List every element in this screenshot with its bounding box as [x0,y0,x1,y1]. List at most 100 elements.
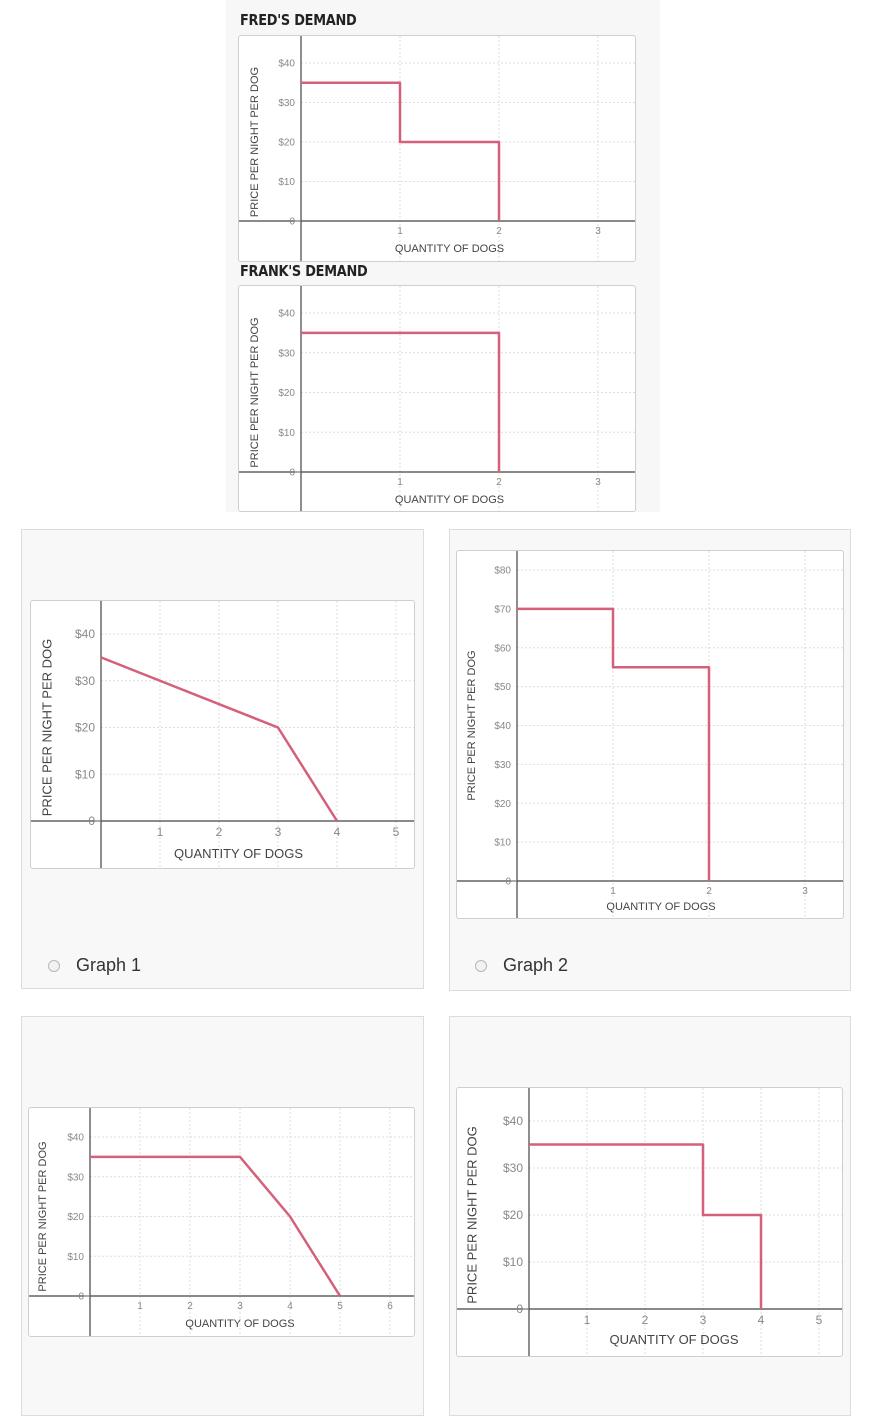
demand-curve [301,331,501,472]
fred-svg: 0 $10 $20 $30 $40 1 2 3 QUANTITY OF DOGS PRICE PE… [239,36,635,261]
x-tick-label: 3 [595,226,601,237]
demand-curve [301,81,501,221]
x-tick-label: 4 [287,1301,293,1312]
y-tick-label: $20 [278,388,295,399]
y-tick-label: $20 [67,1212,84,1223]
y-tick-label: $20 [278,138,295,149]
grid [529,1088,842,1356]
graph-3-chart: 0 $10 $20 $30 $40 1 2 3 4 5 6 QUANTITY OF DOGS PRICE… [28,1107,415,1337]
x-tick-label: 2 [496,477,502,488]
y-tick-label: $20 [75,721,95,735]
x-tick-label: 3 [802,886,808,897]
graph2-svg: 0 $10 $20 $30 $40 $50 $60 $70 $80 1 2 3 QUANTITY OF … [457,551,843,918]
x-tick-label: 1 [157,825,164,839]
demand-curve [517,607,711,881]
y-tick-label: $40 [278,309,295,320]
x-tick-label: 1 [584,1313,591,1327]
graph-2-radio[interactable] [475,959,487,972]
y-tick-label: $20 [494,799,511,810]
x-tick-label: 5 [337,1301,343,1312]
y-tick-label: 0 [78,1292,84,1303]
x-tick-label: 1 [137,1301,143,1312]
y-tick-label: 0 [289,468,295,479]
x-tick-label: 3 [595,477,601,488]
x-axis-label: QUANTITY OF DOGS [174,846,303,861]
option-graph-2[interactable]: Graph 2 [475,955,568,976]
x-tick-label: 2 [216,825,223,839]
x-tick-label: 5 [816,1313,823,1327]
y-tick-label: $10 [278,177,295,188]
y-tick-label: $30 [278,348,295,359]
x-axis-label: QUANTITY OF DOGS [609,1332,738,1347]
y-axis-label: PRICE PER NIGHT PER DOG [39,639,54,816]
y-tick-label: 0 [505,877,511,888]
grid [301,286,635,511]
y-tick-label: $60 [494,643,511,654]
x-tick-label: 6 [387,1301,393,1312]
y-axis-label: PRICE PER NIGHT PER DOG [466,650,478,800]
y-tick-label: $30 [494,760,511,771]
x-tick-label: 4 [334,825,341,839]
y-tick-label: $30 [278,98,295,109]
y-tick-label: $80 [494,566,511,577]
y-tick-label: $30 [503,1161,523,1175]
x-tick-label: 2 [496,226,502,237]
grid [517,551,843,918]
frank-svg: 0 $10 $20 $30 $40 1 2 3 QUANTITY OF DOGS PRICE PE… [239,286,635,511]
graph-1-radio[interactable] [48,959,60,972]
fred-demand-chart: 0 $10 $20 $30 $40 1 2 3 QUANTITY OF DOGS PRICE PE… [238,35,636,262]
y-tick-label: $50 [494,682,511,693]
y-axis-label: PRICE PER NIGHT PER DOG [249,67,261,217]
y-tick-label: $10 [503,1255,523,1269]
x-tick-label: 5 [393,825,400,839]
y-tick-label: $40 [67,1133,84,1144]
demand-curve [90,1155,342,1297]
fred-demand-heading: FRED'S DEMAND [240,11,357,29]
x-tick-label: 3 [275,825,282,839]
y-tick-label: $10 [278,428,295,439]
y-tick-label: $30 [67,1172,84,1183]
x-tick-label: 3 [237,1301,243,1312]
y-tick-label: $40 [278,59,295,70]
y-tick-label: $10 [494,838,511,849]
graph-2-chart: 0 $10 $20 $30 $40 $50 $60 $70 $80 1 2 3 QUANTITY OF … [456,550,844,919]
demand-curve [529,1143,763,1309]
y-tick-label: $40 [75,627,95,641]
x-tick-label: 4 [758,1313,765,1327]
grid [90,1108,414,1336]
y-tick-label: 0 [289,217,295,228]
y-tick-label: $30 [75,674,95,688]
y-tick-label: $20 [503,1208,523,1222]
y-axis-label: PRICE PER NIGHT PER DOG [464,1126,479,1303]
graph-2-label: Graph 2 [503,955,569,975]
x-axis-label: QUANTITY OF DOGS [395,243,504,255]
y-tick-label: $10 [67,1252,84,1263]
graph3-svg: 0 $10 $20 $30 $40 1 2 3 4 5 6 QUANTITY OF DOGS PRICE… [29,1108,414,1336]
y-tick-label: $40 [503,1114,523,1128]
graph-1-chart: 0 $10 $20 $30 $40 1 2 3 4 5 QUANTITY OF DOGS PRICE … [30,600,415,869]
graph4-svg: 0 $10 $20 $30 $40 1 2 3 4 5 QUANTITY OF DOGS PRICE … [457,1088,842,1356]
x-tick-label: 2 [642,1313,649,1327]
demand-curve [100,656,339,822]
x-tick-label: 1 [610,886,616,897]
y-tick-label: $10 [75,767,95,781]
x-tick-label: 1 [397,226,403,237]
x-tick-label: 2 [187,1301,193,1312]
graph-4-chart: 0 $10 $20 $30 $40 1 2 3 4 5 QUANTITY OF DOGS PRICE … [456,1087,843,1357]
x-axis-label: QUANTITY OF DOGS [185,1318,294,1330]
y-axis-label: PRICE PER NIGHT PER DOG [37,1141,49,1291]
x-axis-label: QUANTITY OF DOGS [395,494,504,506]
x-tick-label: 2 [706,886,712,897]
grid [101,601,414,868]
y-tick-label: 0 [516,1302,523,1316]
grid [301,36,635,261]
y-tick-label: $40 [494,721,511,732]
y-tick-label: $70 [494,604,511,615]
frank-demand-heading: FRANK'S DEMAND [240,262,368,280]
x-axis-label: QUANTITY OF DOGS [606,901,715,913]
x-tick-label: 3 [700,1313,707,1327]
graph1-svg: 0 $10 $20 $30 $40 1 2 3 4 5 QUANTITY OF DOGS PRICE … [31,601,414,868]
y-tick-label: 0 [88,814,95,828]
option-graph-1[interactable]: Graph 1 [48,955,141,976]
frank-demand-chart: 0 $10 $20 $30 $40 1 2 3 QUANTITY OF DOGS PRICE PE… [238,285,636,512]
